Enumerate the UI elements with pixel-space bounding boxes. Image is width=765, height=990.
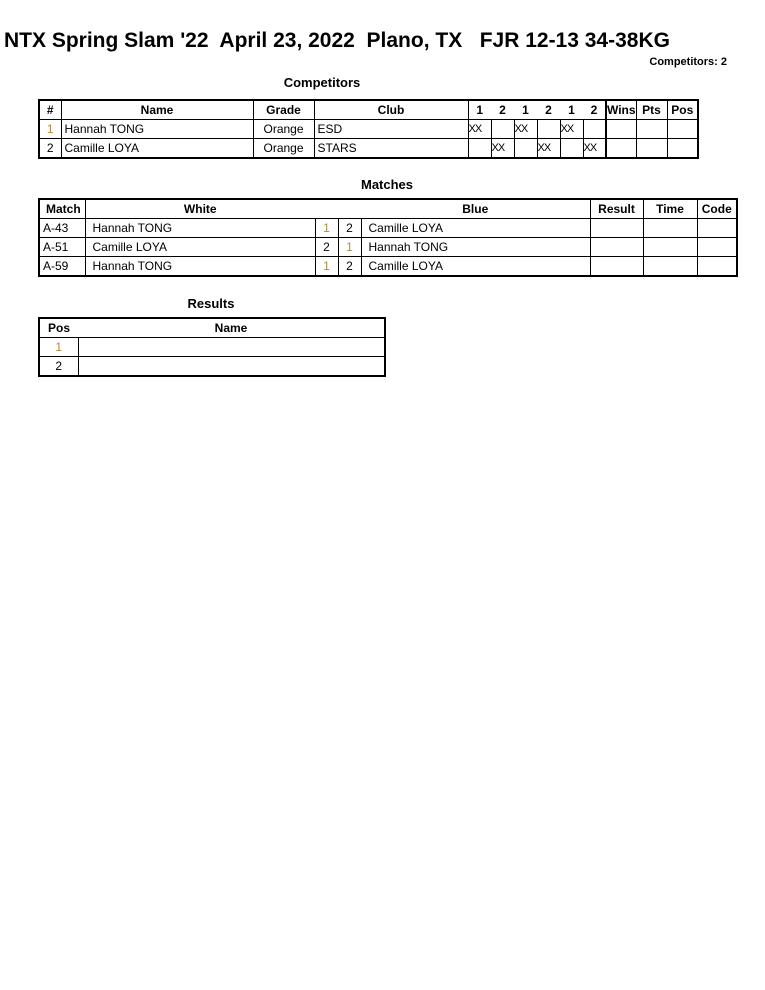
result-name [77, 337, 386, 357]
col-m4: 2 [545, 103, 552, 117]
col-time: Time [642, 198, 698, 219]
match-code [696, 218, 738, 238]
col-pos: Pos [666, 99, 699, 120]
white-competitor: Camille LOYA [84, 237, 316, 257]
col-m2: 2 [499, 103, 506, 117]
blue-competitor: Hannah TONG [360, 237, 591, 257]
competitor-name: Hannah TONG [60, 119, 254, 139]
table-row: 2 Camille LOYA Orange STARS XX XX XX [38, 138, 699, 159]
match-mark [513, 138, 538, 159]
table-header-row: Pos Name [38, 317, 386, 338]
col-match: Match [38, 198, 86, 219]
table-row: A-43 Hannah TONG 1 2 Camille LOYA [38, 218, 738, 238]
competitor-pts [635, 119, 668, 139]
competitor-club: STARS [313, 138, 469, 159]
col-pts: Pts [635, 99, 668, 120]
table-header-row: Match White Blue Result Time Code [38, 198, 738, 219]
match-time [642, 237, 698, 257]
competitor-pos [666, 119, 699, 139]
result-pos: 1 [38, 337, 79, 357]
white-num: 2 [314, 237, 339, 257]
white-competitor: Hannah TONG [84, 218, 316, 238]
col-code: Code [696, 198, 738, 219]
result-pos: 2 [38, 356, 79, 377]
competitor-pos [666, 138, 699, 159]
competitor-grade: Orange [252, 119, 315, 139]
col-name: Name [60, 99, 254, 120]
blue-num: 2 [337, 256, 362, 277]
col-m1: 1 [476, 103, 484, 117]
match-mark: XX [490, 138, 515, 159]
table-row: 2 [38, 356, 386, 377]
table-row: 1 Hannah TONG Orange ESD XX XX XX [38, 119, 699, 139]
col-white-num [315, 198, 338, 219]
competitor-club: ESD [313, 119, 469, 139]
white-num: 1 [314, 256, 339, 277]
col-white: White [84, 198, 315, 219]
table-row: 1 [38, 337, 386, 357]
competitor-grade: Orange [252, 138, 315, 159]
col-club: Club [313, 99, 469, 120]
competitors-heading: Competitors [283, 75, 361, 90]
col-name: Name [78, 317, 386, 338]
blue-num: 2 [337, 218, 362, 238]
col-blue: Blue [361, 198, 591, 219]
blue-competitor: Camille LOYA [360, 218, 591, 238]
match-code [696, 256, 738, 277]
match-result [589, 256, 644, 277]
competitors-count: Competitors: 2 [649, 56, 727, 68]
result-name [77, 356, 386, 377]
col-wins: Wins [605, 99, 637, 120]
col-m6: 2 [583, 100, 607, 120]
match-time [642, 218, 698, 238]
col-num: # [38, 99, 62, 120]
col-pos: Pos [38, 317, 78, 338]
competitor-wins [605, 119, 637, 139]
competitors-table: # Name Grade Club 1 2 1 2 1 2 Wins Pts P… [38, 99, 699, 159]
col-blue-num [338, 198, 361, 219]
match-time [642, 256, 698, 277]
competitor-name: Camille LOYA [60, 138, 254, 159]
match-mark [467, 138, 492, 159]
match-id: A-59 [38, 256, 86, 277]
match-code [696, 237, 738, 257]
col-m3: 1 [522, 103, 529, 117]
match-mark [536, 119, 561, 139]
white-competitor: Hannah TONG [84, 256, 316, 277]
match-mark [490, 119, 515, 139]
col-grade: Grade [252, 99, 315, 120]
col-result: Result [589, 198, 644, 219]
competitor-num: 1 [38, 119, 62, 139]
table-row: A-59 Hannah TONG 1 2 Camille LOYA [38, 256, 738, 277]
match-mark: XX [559, 119, 584, 139]
match-result [589, 237, 644, 257]
matches-heading: Matches [360, 177, 414, 192]
match-mark: XX [513, 119, 538, 139]
match-id: A-43 [38, 218, 86, 238]
results-table: Pos Name 1 2 [38, 317, 386, 377]
match-mark: XX [467, 119, 492, 139]
match-mark [582, 119, 607, 139]
match-id: A-51 [38, 237, 86, 257]
white-num: 1 [314, 218, 339, 238]
match-mark: XX [582, 138, 607, 159]
matches-table: Match White Blue Result Time Code A-43 H… [38, 198, 738, 277]
competitor-num: 2 [38, 138, 62, 159]
table-row: A-51 Camille LOYA 2 1 Hannah TONG [38, 237, 738, 257]
blue-num: 1 [337, 237, 362, 257]
results-heading: Results [187, 296, 235, 311]
match-mark [559, 138, 584, 159]
match-mark: XX [536, 138, 561, 159]
competitor-wins [605, 138, 637, 159]
col-m5: 1 [568, 103, 575, 117]
blue-competitor: Camille LOYA [360, 256, 591, 277]
match-result [589, 218, 644, 238]
page-title: NTX Spring Slam '22 April 23, 2022 Plano… [4, 29, 670, 52]
competitor-pts [635, 138, 668, 159]
table-header-row: # Name Grade Club 1 2 1 2 1 2 Wins Pts P… [38, 99, 699, 120]
